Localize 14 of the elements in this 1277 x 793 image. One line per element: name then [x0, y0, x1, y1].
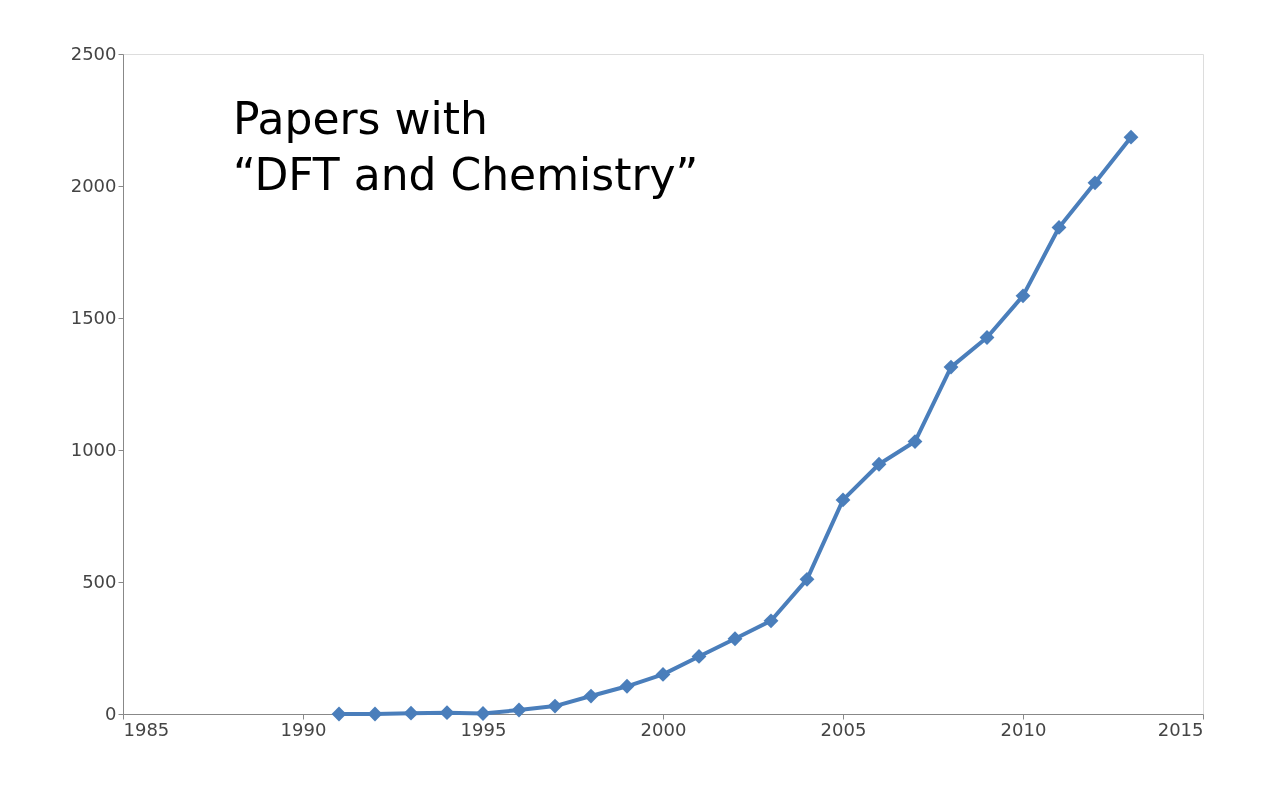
y-tick-label: 2000 [70, 174, 117, 196]
y-tick-label: 1500 [70, 306, 117, 328]
x-tick-label: 2015 [1157, 718, 1204, 740]
x-tick-label: 2000 [640, 718, 687, 740]
x-tick-label: 1985 [123, 718, 170, 740]
y-tick-label: 1000 [70, 438, 117, 460]
y-tick-label: 500 [82, 570, 117, 592]
x-tick-label: 1990 [280, 718, 327, 740]
y-tick-label: 0 [105, 702, 117, 724]
x-tick-label: 2005 [820, 718, 867, 740]
x-tick-label: 1995 [460, 718, 507, 740]
y-tick-label: 2500 [70, 42, 117, 64]
text: Papers with “DFT and Chemistry” [233, 93, 699, 200]
x-tick-label: 2010 [1000, 718, 1047, 740]
